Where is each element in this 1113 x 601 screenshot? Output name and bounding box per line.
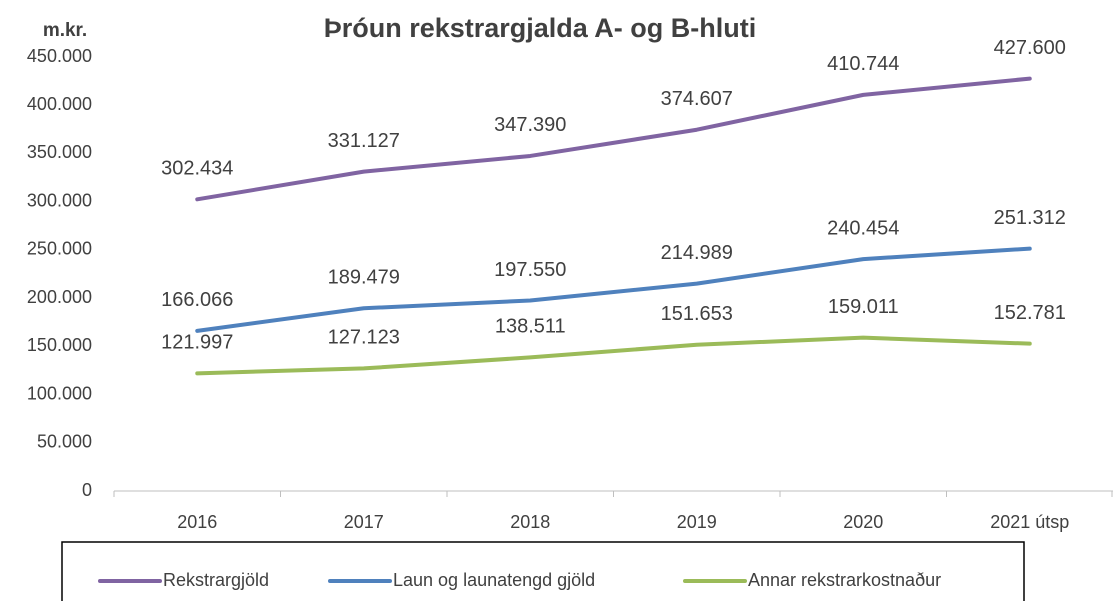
y-tick-label: 0 [82, 480, 92, 500]
y-tick-label: 450.000 [27, 46, 92, 66]
y-tick-label: 400.000 [27, 94, 92, 114]
data-label: 166.066 [161, 289, 233, 311]
x-tick-label: 2020 [843, 512, 883, 532]
y-tick-label: 200.000 [27, 287, 92, 307]
y-tick-label: 250.000 [27, 239, 92, 259]
series-line [195, 335, 1032, 376]
data-label: 240.454 [827, 217, 899, 239]
data-label: 347.390 [494, 114, 566, 136]
y-tick-label: 100.000 [27, 383, 92, 403]
data-label: 374.607 [661, 88, 733, 110]
data-label: 197.550 [494, 259, 566, 281]
data-label: 302.434 [161, 158, 233, 180]
data-label: 127.123 [328, 327, 400, 349]
data-label: 427.600 [994, 37, 1066, 59]
y-tick-label: 50.000 [37, 432, 92, 452]
y-tick-label: 350.000 [27, 142, 92, 162]
legend-label: Laun og launatengd gjöld [393, 570, 595, 590]
data-label: 410.744 [827, 53, 899, 75]
legend-label: Annar rekstrarkostnaður [748, 570, 941, 590]
data-label: 251.312 [994, 207, 1066, 229]
x-tick-label: 2019 [677, 512, 717, 532]
x-tick-label: 2016 [177, 512, 217, 532]
data-label: 159.011 [828, 296, 899, 318]
data-label: 331.127 [328, 130, 400, 152]
series-line [195, 246, 1032, 333]
data-label: 151.653 [661, 303, 733, 325]
series-line [195, 76, 1032, 202]
chart-title: Þróun rekstrargjalda A- og B-hluti [324, 13, 757, 43]
legend-label: Rekstrargjöld [163, 570, 269, 590]
x-tick-label: 2018 [510, 512, 550, 532]
data-label: 121.997 [161, 332, 233, 354]
y-tick-label: 300.000 [27, 190, 92, 210]
data-label: 152.781 [994, 302, 1066, 324]
data-label: 138.511 [495, 316, 566, 338]
x-tick-label: 2017 [344, 512, 384, 532]
x-tick-label: 2021 útsp [990, 512, 1069, 532]
data-label: 214.989 [661, 242, 733, 264]
legend-box [61, 541, 1025, 601]
y-axis-label: m.kr. [43, 20, 87, 41]
data-label: 189.479 [328, 267, 400, 289]
y-tick-label: 150.000 [27, 335, 92, 355]
